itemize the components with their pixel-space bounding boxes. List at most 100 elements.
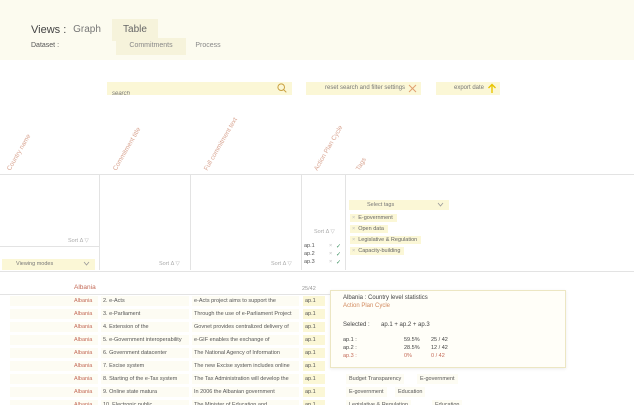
stat-percent: 28.5% <box>404 345 420 351</box>
table-row[interactable]: Albania 9. Online state matura In 2006 the… <box>0 386 634 399</box>
country-cell: Albania <box>74 350 93 356</box>
sort-text[interactable]: Sort Δ ▽ <box>271 261 292 267</box>
tooltip-stat-line: ap.2 : 28.5% 12 / 42 <box>343 345 483 353</box>
column-divider <box>301 174 302 270</box>
cell-bg <box>10 400 98 405</box>
tag-cell[interactable]: E-government <box>417 374 458 384</box>
cell-bg <box>192 335 299 345</box>
commitment-title-cell: 7. Excise system <box>103 363 145 369</box>
export-button[interactable]: export date <box>436 82 500 95</box>
cycle-filter-label: ap.1 <box>304 243 315 249</box>
cell-bg <box>192 296 299 306</box>
commitment-text-cell: e-Acts project aims to support the <box>194 298 276 304</box>
cell-bg <box>192 348 299 358</box>
cycle-filter-item[interactable]: ap.3 × ✓ <box>304 259 344 267</box>
column-header-country: Country name <box>5 133 33 172</box>
cell-bg <box>192 387 299 397</box>
tooltip-subtitle: Action Plan Cycle <box>343 303 391 309</box>
cycle-cell: ap.1 <box>303 296 325 306</box>
dataset-label: Dataset : <box>31 42 60 49</box>
table-row[interactable]: Albania 3. e-Parliament Through the use of… <box>0 308 634 321</box>
remove-icon[interactable]: × <box>352 226 356 232</box>
tag-cell[interactable]: Budget Transparency <box>346 374 405 384</box>
tag-cell[interactable]: E-government <box>346 387 387 397</box>
tag-filter-option[interactable]: × E-government <box>350 214 397 222</box>
stat-percent: 59.5% <box>404 337 420 343</box>
column-header-cycle: Action Plan Cycle <box>312 124 345 172</box>
commitment-title-cell: 4. Extension of the <box>103 324 149 330</box>
table-row[interactable]: Albania 6. Government datacenter The Natio… <box>0 347 634 360</box>
check-icon[interactable]: ✓ <box>336 244 342 250</box>
tag-filter-option[interactable]: × Open data <box>350 225 388 233</box>
select-tags-dropdown[interactable]: Select tags <box>349 200 449 210</box>
check-icon[interactable]: ✓ <box>336 252 342 258</box>
table-row[interactable]: Albania 10. Electronic public The Minister… <box>0 399 634 405</box>
table-row[interactable]: Albania 8. Starting of the e-Tax system Th… <box>0 373 634 386</box>
tag-cell[interactable]: Education <box>432 400 463 405</box>
country-group-label[interactable]: Albania <box>74 284 96 291</box>
tab-process[interactable]: Process <box>195 42 221 49</box>
remove-icon[interactable]: × <box>352 237 356 243</box>
stat-label: ap.1 : <box>343 337 357 343</box>
commitment-text-cell: The National Agency of Information <box>194 350 280 356</box>
country-cell: Albania <box>74 363 93 369</box>
check-icon[interactable]: ✓ <box>336 260 342 266</box>
cycle-cell: ap.1 <box>303 400 325 405</box>
cycle-filter-label: ap.3 <box>304 259 315 265</box>
tab-commitments[interactable]: Commitments <box>116 38 186 55</box>
remove-icon[interactable]: × <box>329 243 333 249</box>
table-row[interactable]: Albania 4. Extension of the Govnet provide… <box>0 321 634 334</box>
country-cell: Albania <box>74 376 93 382</box>
stat-label: ap.3 : <box>343 353 357 359</box>
remove-icon[interactable]: × <box>352 215 356 221</box>
table-row[interactable]: Albania 2. e-Acts e-Acts project aims to s… <box>0 295 634 308</box>
remove-icon[interactable]: × <box>352 248 356 254</box>
commitment-text-cell: The Tax Administration will develop the <box>194 376 289 382</box>
cell-bg <box>192 400 299 405</box>
tag-cell[interactable]: Education <box>395 387 426 397</box>
country-progress: 25/42 <box>302 286 316 292</box>
cell-bg <box>10 296 98 306</box>
cycle-filter-item[interactable]: ap.1 × ✓ <box>304 243 344 251</box>
cycle-filter-item[interactable]: ap.2 × ✓ <box>304 251 344 259</box>
sort-arrows-icon: Δ ▽ <box>282 261 292 267</box>
cycle-cell: ap.1 <box>303 335 325 345</box>
sort-title[interactable]: Sort Δ ▽ <box>159 261 180 267</box>
tab-table[interactable]: Table <box>112 19 158 41</box>
top-bar: Views : Graph Table Dataset : Commitment… <box>0 0 634 60</box>
sort-cycle[interactable]: Sort Δ ▽ <box>314 229 335 235</box>
table-row[interactable]: Albania 7. Excise system The new Excise sy… <box>0 360 634 373</box>
close-icon <box>408 84 417 93</box>
search-box <box>107 82 292 101</box>
tooltip-stat-line: ap.1 : 59.5% 25 / 42 <box>343 337 483 345</box>
header-divider <box>0 271 634 272</box>
cell-bg <box>101 387 189 397</box>
reset-filters-button[interactable]: reset search and filter settings <box>306 82 421 95</box>
tooltip-selected-value: ap.1 + ap.2 + ap.3 <box>381 322 430 328</box>
search-icon[interactable] <box>277 83 287 93</box>
sort-country[interactable]: Sort Δ ▽ <box>68 238 89 244</box>
cell-bg <box>10 374 98 384</box>
tag-filter-option[interactable]: × Legislative & Regulation <box>350 236 422 244</box>
cell-bg <box>10 348 98 358</box>
viewing-modes-select[interactable]: Viewing modes <box>2 259 95 270</box>
cell-bg <box>192 361 299 371</box>
commitment-title-cell: 5. e-Government interoperability <box>103 337 182 343</box>
commitment-title-cell: 10. Electronic public <box>103 402 153 405</box>
commitment-text-cell: The new Excise system includes online <box>194 363 290 369</box>
remove-icon[interactable]: × <box>329 259 333 265</box>
country-cell: Albania <box>74 298 93 304</box>
column-divider <box>190 174 191 270</box>
tag-cell[interactable]: Legislative & Regulation <box>346 400 412 405</box>
search-input[interactable] <box>107 87 267 101</box>
remove-icon[interactable]: × <box>329 251 333 257</box>
tab-graph[interactable]: Graph <box>73 24 101 35</box>
country-cell: Albania <box>74 324 93 330</box>
tag-filter-option[interactable]: × Capacity-building <box>350 247 405 255</box>
cycle-cell: ap.1 <box>303 361 325 371</box>
cell-bg <box>10 361 98 371</box>
cell-bg <box>10 335 98 345</box>
table-row[interactable]: Albania 5. e-Government interoperability e… <box>0 334 634 347</box>
cycle-cell: ap.1 <box>303 309 325 319</box>
cycle-filter-list: ap.1 × ✓ ap.2 × ✓ ap.3 × ✓ <box>304 243 344 267</box>
